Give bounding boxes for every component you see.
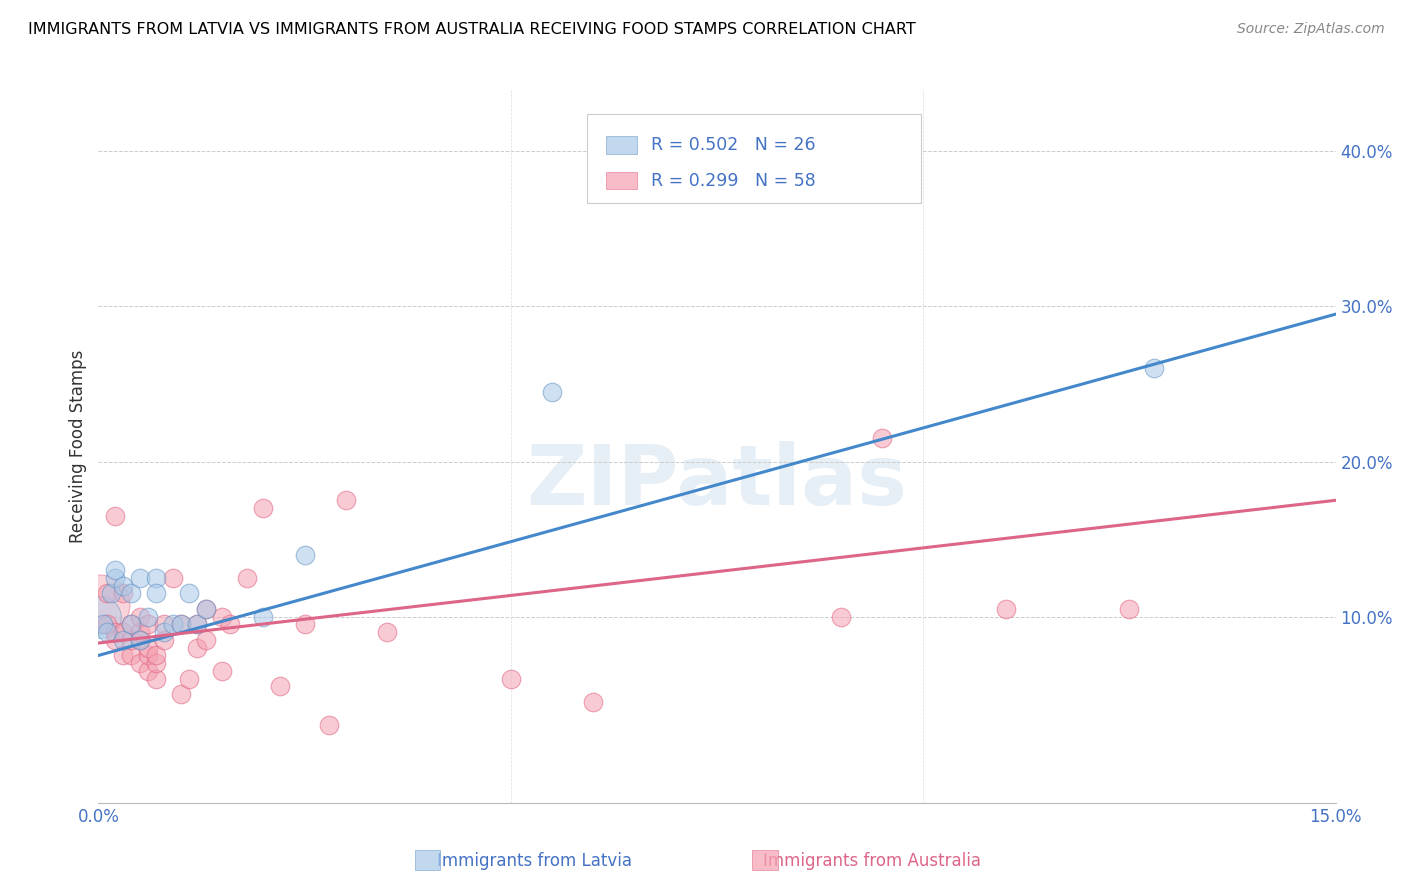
Point xyxy=(128,571,150,585)
Point xyxy=(100,586,122,600)
Text: Source: ZipAtlas.com: Source: ZipAtlas.com xyxy=(1237,22,1385,37)
Point xyxy=(145,672,167,686)
FancyBboxPatch shape xyxy=(588,114,921,203)
Bar xyxy=(606,171,637,189)
Point xyxy=(186,617,208,632)
Point xyxy=(104,632,127,647)
Point xyxy=(112,632,135,647)
Point xyxy=(162,617,184,632)
Point xyxy=(994,602,1017,616)
Point xyxy=(120,632,142,647)
Point xyxy=(294,548,316,562)
Text: ZIPatlas: ZIPatlas xyxy=(527,442,907,522)
Point xyxy=(219,617,242,632)
Point xyxy=(830,609,852,624)
Point xyxy=(211,664,233,678)
Point xyxy=(91,617,114,632)
Point xyxy=(269,680,291,694)
Text: R = 0.502   N = 26: R = 0.502 N = 26 xyxy=(651,136,815,153)
Point xyxy=(153,617,176,632)
Point xyxy=(294,617,316,632)
Point xyxy=(112,648,135,663)
Point xyxy=(252,501,274,516)
Point xyxy=(145,571,167,585)
Point xyxy=(104,508,127,523)
Point xyxy=(375,625,398,640)
Point xyxy=(236,571,259,585)
Point xyxy=(136,609,159,624)
Point xyxy=(162,571,184,585)
Point xyxy=(179,672,201,686)
Point xyxy=(136,664,159,678)
Point xyxy=(112,625,135,640)
Point xyxy=(120,648,142,663)
Point xyxy=(318,718,340,732)
Point xyxy=(128,632,150,647)
Point xyxy=(211,609,233,624)
Text: Immigrants from Latvia: Immigrants from Latvia xyxy=(437,852,631,870)
Point xyxy=(170,687,193,701)
Point xyxy=(96,617,118,632)
Point xyxy=(104,571,127,585)
Bar xyxy=(606,136,637,153)
Point xyxy=(170,617,193,632)
Point xyxy=(120,617,142,632)
Text: IMMIGRANTS FROM LATVIA VS IMMIGRANTS FROM AUSTRALIA RECEIVING FOOD STAMPS CORREL: IMMIGRANTS FROM LATVIA VS IMMIGRANTS FRO… xyxy=(28,22,915,37)
Point xyxy=(170,617,193,632)
Point xyxy=(335,493,357,508)
Point xyxy=(541,384,564,399)
Point xyxy=(136,640,159,655)
Point xyxy=(582,695,605,709)
Text: R = 0.299   N = 58: R = 0.299 N = 58 xyxy=(651,171,817,189)
Text: Immigrants from Australia: Immigrants from Australia xyxy=(762,852,981,870)
Point xyxy=(128,609,150,624)
Point xyxy=(128,632,150,647)
Point xyxy=(136,648,159,663)
Point xyxy=(120,617,142,632)
Point xyxy=(186,640,208,655)
Point xyxy=(1118,602,1140,616)
Point xyxy=(112,579,135,593)
Point xyxy=(186,617,208,632)
Point xyxy=(120,586,142,600)
Point xyxy=(1143,361,1166,376)
Point xyxy=(89,597,111,611)
Point xyxy=(145,648,167,663)
Point xyxy=(153,632,176,647)
Point xyxy=(153,625,176,640)
Point xyxy=(128,625,150,640)
Point xyxy=(136,617,159,632)
Point xyxy=(104,625,127,640)
Point xyxy=(194,602,217,616)
Point xyxy=(112,586,135,600)
Point xyxy=(96,586,118,600)
Point xyxy=(194,602,217,616)
Point xyxy=(179,586,201,600)
Point xyxy=(104,563,127,577)
Point xyxy=(194,632,217,647)
Point xyxy=(96,625,118,640)
Point xyxy=(145,656,167,670)
Point xyxy=(870,431,893,445)
Point xyxy=(128,656,150,670)
Point xyxy=(145,586,167,600)
Point xyxy=(89,609,111,624)
Point xyxy=(499,672,522,686)
Y-axis label: Receiving Food Stamps: Receiving Food Stamps xyxy=(69,350,87,542)
Point xyxy=(252,609,274,624)
